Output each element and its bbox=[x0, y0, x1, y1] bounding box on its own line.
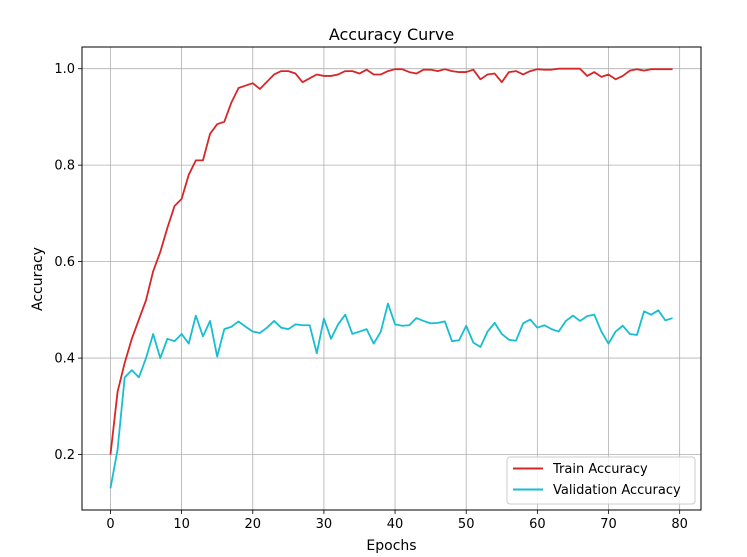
legend-label-train: Train Accuracy bbox=[552, 462, 648, 477]
legend-box bbox=[506, 456, 696, 505]
y-axis-label: Accuracy bbox=[30, 247, 46, 311]
x-axis-ticks: 0 10 20 30 40 50 60 70 80 bbox=[106, 510, 688, 532]
y-tick-label: 0.6 bbox=[54, 255, 75, 270]
y-tick-label: 0.4 bbox=[54, 352, 75, 367]
legend-label-validation: Validation Accuracy bbox=[553, 483, 681, 498]
series-line-validation-accuracy bbox=[109, 302, 673, 489]
x-tick-label: 50 bbox=[458, 517, 475, 532]
y-tick-label: 0.8 bbox=[54, 159, 75, 174]
grid bbox=[82, 47, 701, 510]
y-axis-ticks: 0.2 0.4 0.6 0.8 1.0 bbox=[54, 62, 82, 463]
legend: Train Accuracy Validation Accuracy bbox=[506, 456, 696, 505]
chart-title: Accuracy Curve bbox=[329, 25, 454, 44]
x-tick-label: 30 bbox=[316, 517, 333, 532]
plot-frame bbox=[81, 46, 702, 511]
x-tick-label: 60 bbox=[529, 517, 546, 532]
plot-background bbox=[82, 47, 701, 510]
x-tick-label: 70 bbox=[600, 517, 617, 532]
x-tick-label: 0 bbox=[106, 517, 114, 532]
x-tick-label: 20 bbox=[244, 517, 261, 532]
series-lines bbox=[109, 67, 673, 489]
x-tick-label: 80 bbox=[671, 517, 688, 532]
x-tick-label: 10 bbox=[173, 517, 190, 532]
x-axis-label: Epochs bbox=[366, 538, 416, 554]
series-line-train-accuracy bbox=[109, 67, 673, 455]
y-tick-label: 0.2 bbox=[54, 448, 75, 463]
x-tick-label: 40 bbox=[387, 517, 404, 532]
y-tick-label: 1.0 bbox=[54, 62, 75, 77]
